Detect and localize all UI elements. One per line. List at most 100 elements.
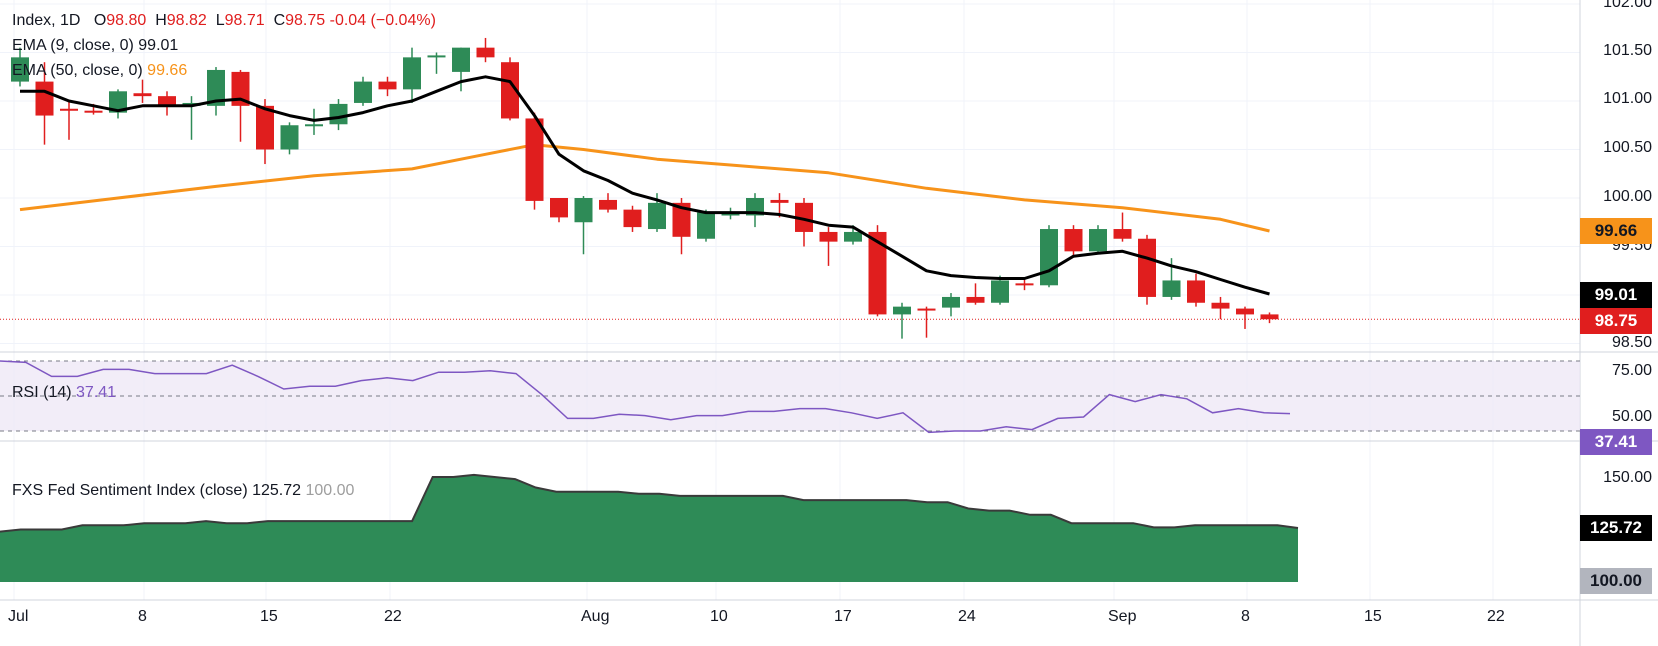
candle-down xyxy=(84,110,103,113)
fed-sentiment-pane[interactable] xyxy=(0,473,1299,582)
x-tick: 15 xyxy=(1364,608,1382,625)
fed-base-badge: 100.00 xyxy=(1580,568,1652,594)
close-price-badge: 98.75 xyxy=(1580,308,1652,334)
ohlc-close-label: C xyxy=(269,12,286,29)
candle-up xyxy=(329,103,348,125)
candle-down xyxy=(1211,302,1230,309)
fed-legend-value: 125.72 xyxy=(252,482,302,499)
candle-up xyxy=(746,198,764,216)
candle-down xyxy=(378,81,397,90)
candle-up xyxy=(991,280,1009,303)
candles-group xyxy=(11,37,1279,339)
ema9-price-badge: 99.01 xyxy=(1580,282,1652,308)
candle-down xyxy=(868,231,887,315)
candle-up xyxy=(207,69,225,106)
candle-down xyxy=(1064,229,1083,252)
candle-down xyxy=(35,81,54,116)
candle-up xyxy=(403,57,421,90)
rsi-legend-value: 37.41 xyxy=(76,384,117,401)
candle-down xyxy=(795,202,813,232)
rsi-legend-name: RSI (14) xyxy=(12,384,72,401)
ohlc-close-value: 98.75 xyxy=(285,12,326,29)
candle-up xyxy=(11,57,29,82)
candle-down xyxy=(917,308,936,311)
candle-up xyxy=(721,213,740,216)
price-title: Index, 1D xyxy=(12,12,81,29)
candle-down xyxy=(623,209,642,228)
fed-line xyxy=(0,473,1299,533)
fed-legend-secondary: 100.00 xyxy=(305,482,355,499)
candle-up xyxy=(697,212,715,239)
fed-legend-name: FXS Fed Sentiment Index (close) xyxy=(12,482,248,499)
candle-up xyxy=(109,91,127,113)
candle-up xyxy=(280,125,299,150)
ohlc-open-value: 98.80 xyxy=(106,12,147,29)
y-tick: 100.00 xyxy=(1603,188,1652,205)
candle-down xyxy=(60,108,78,111)
rsi-value-badge: 37.41 xyxy=(1580,429,1652,455)
ema9-line-group xyxy=(20,75,1270,296)
fed-value-badge: 125.72 xyxy=(1580,515,1652,541)
candle-up xyxy=(1089,229,1107,252)
ohlc-open-label: O xyxy=(84,12,107,29)
candle-down xyxy=(133,93,152,97)
x-tick: 22 xyxy=(384,608,402,625)
candle-down xyxy=(550,198,568,218)
candle-up xyxy=(648,202,666,230)
candle-down xyxy=(1236,308,1254,315)
rsi-legend: RSI (14) 37.41 xyxy=(12,383,116,403)
ema9-legend-value: 99.01 xyxy=(138,37,179,54)
candle-up xyxy=(1040,229,1058,286)
fed-legend: FXS Fed Sentiment Index (close) 125.72 1… xyxy=(12,481,354,501)
price-legend: Index, 1D O98.80 H98.82 L98.71 C98.75 -0… xyxy=(12,11,436,31)
y-tick: 102.00 xyxy=(1603,0,1652,11)
y-tick: 101.50 xyxy=(1603,42,1652,59)
x-tick: 15 xyxy=(260,608,278,625)
candle-down xyxy=(1113,229,1132,239)
fed-area xyxy=(0,474,1298,582)
candle-down xyxy=(231,71,250,106)
candle-up xyxy=(305,124,323,127)
x-tick: 22 xyxy=(1487,608,1505,625)
x-tick: Aug xyxy=(581,608,610,625)
x-tick: 24 xyxy=(958,608,976,625)
candle-down xyxy=(770,199,789,203)
ema9-line xyxy=(20,75,1270,296)
candle-down xyxy=(819,231,838,242)
x-tick: 8 xyxy=(1241,608,1250,625)
candle-up xyxy=(452,47,470,72)
ema9-legend-name: EMA (9, close, 0) xyxy=(12,37,134,54)
x-tick: 8 xyxy=(138,608,147,625)
candle-down xyxy=(1187,280,1205,303)
candle-down xyxy=(501,62,519,119)
y-tick: 98.50 xyxy=(1611,334,1652,351)
candle-down xyxy=(966,296,985,303)
ema50-price-badge: 99.66 xyxy=(1580,218,1652,244)
rsi-y-tick: 75.00 xyxy=(1611,362,1652,379)
candle-up xyxy=(844,231,862,242)
ohlc-change: -0.04 (−0.04%) xyxy=(329,12,436,29)
fed-y-tick: 150.00 xyxy=(1603,469,1652,486)
ema50-legend: EMA (50, close, 0) 99.66 xyxy=(12,61,187,81)
candle-down xyxy=(158,96,176,106)
rsi-pane[interactable] xyxy=(0,360,1580,434)
ema50-line-group xyxy=(19,143,1270,233)
ohlc-low-label: L xyxy=(211,12,225,29)
candle-up xyxy=(893,306,911,315)
candle-down xyxy=(1015,283,1034,286)
candle-up xyxy=(354,81,372,103)
rsi-line xyxy=(0,360,1291,434)
candle-down xyxy=(1260,314,1279,320)
candle-up xyxy=(427,55,446,58)
ema50-legend-value: 99.66 xyxy=(147,62,188,79)
candle-down xyxy=(256,105,274,150)
x-tick: 17 xyxy=(834,608,852,625)
rsi-y-tick: 50.00 xyxy=(1611,408,1652,425)
price-pane[interactable] xyxy=(0,37,1580,339)
x-tick: 10 xyxy=(710,608,728,625)
y-tick: 100.50 xyxy=(1603,139,1652,156)
ohlc-low-value: 98.71 xyxy=(224,12,265,29)
candle-up xyxy=(1162,280,1181,297)
candle-down xyxy=(525,118,544,201)
